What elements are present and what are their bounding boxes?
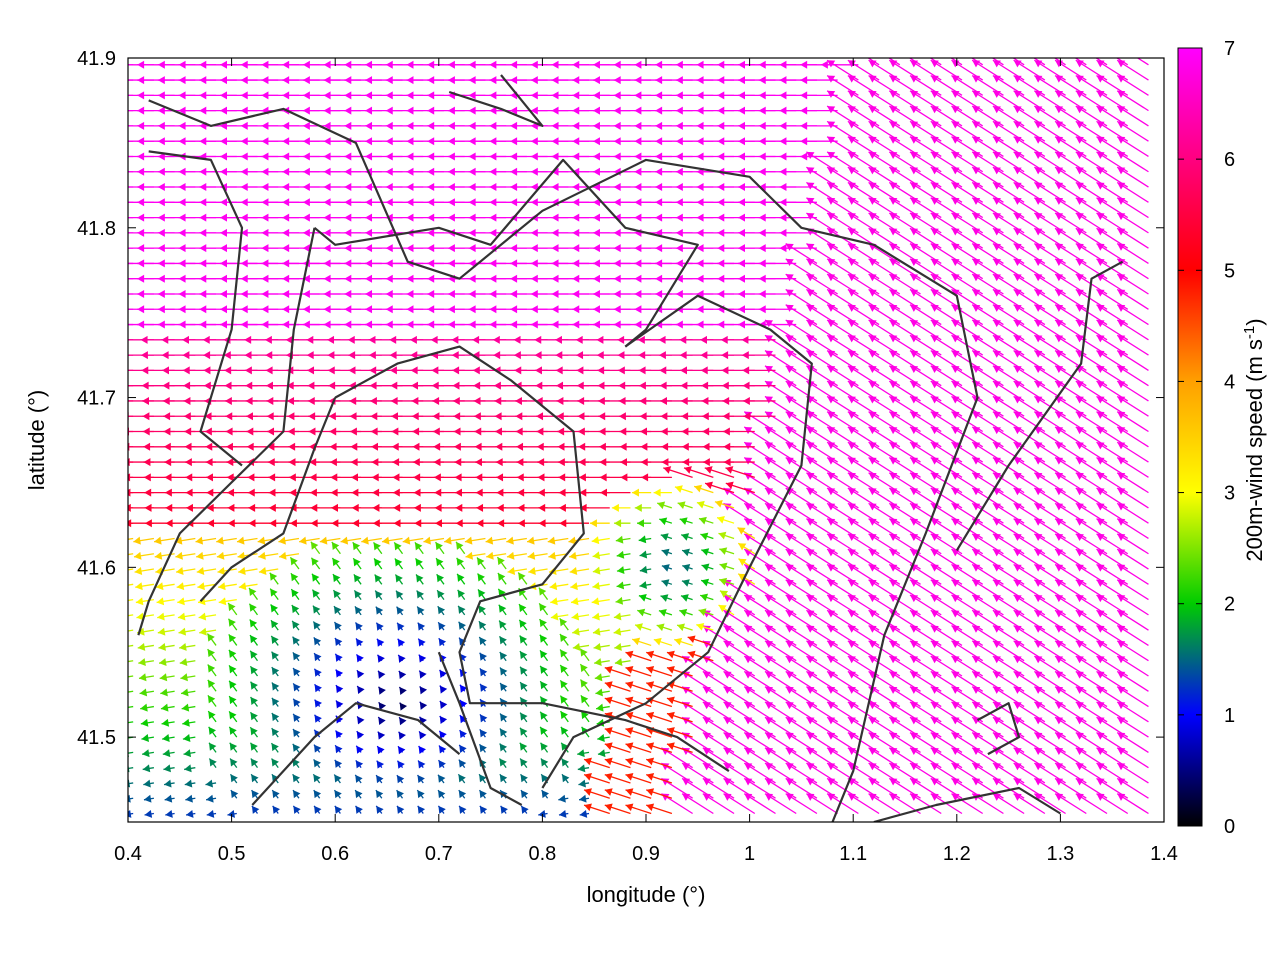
- y-tick-label: 41.8: [77, 218, 116, 240]
- colorbar-tick-label: 3: [1224, 483, 1235, 505]
- colorbar-label: 200m-wind speed (m s-1): [1241, 318, 1267, 561]
- colorbar-tick-label: 7: [1224, 38, 1235, 60]
- colorbar-tick-label: 2: [1224, 594, 1235, 616]
- y-tick-label: 41.5: [77, 727, 116, 749]
- x-tick-label: 0.9: [632, 843, 660, 865]
- x-tick-label: 1: [744, 843, 755, 865]
- colorbar-tick-label: 1: [1224, 705, 1235, 727]
- x-axis-label: longitude (°): [587, 882, 706, 907]
- colorbar-tick-label: 0: [1224, 816, 1235, 838]
- x-tick-label: 0.7: [425, 843, 453, 865]
- plot-area: 0.4 0.5 0.6 0.7 0.8 0.9 1 1.1 1.2 1.3 1.4 41.5 41.6…: [77, 45, 1178, 865]
- plot-background: [128, 58, 1164, 822]
- colorbar-tick-label: 6: [1224, 149, 1235, 171]
- colorbar-gradient: [1178, 48, 1202, 826]
- x-tick-label: 0.8: [528, 843, 556, 865]
- x-tick-label: 0.4: [114, 843, 142, 865]
- x-tick-label: 1.4: [1150, 843, 1178, 865]
- x-tick-label: 0.5: [218, 843, 246, 865]
- x-tick-label: 1.2: [943, 843, 971, 865]
- x-tick-label: 1.1: [839, 843, 867, 865]
- colorbar: 0 1 2 3 4 5 6 7 200m-wind speed (m s-1): [1178, 38, 1267, 838]
- colorbar-tick-label: 5: [1224, 260, 1235, 282]
- y-tick-label: 41.6: [77, 557, 116, 579]
- colorbar-tick-label: 4: [1224, 371, 1235, 393]
- x-tick-label: 0.6: [321, 843, 349, 865]
- y-tick-label: 41.9: [77, 48, 116, 70]
- x-tick-label: 1.3: [1046, 843, 1074, 865]
- y-axis-label: latitude (°): [24, 390, 49, 491]
- y-tick-label: 41.7: [77, 388, 116, 410]
